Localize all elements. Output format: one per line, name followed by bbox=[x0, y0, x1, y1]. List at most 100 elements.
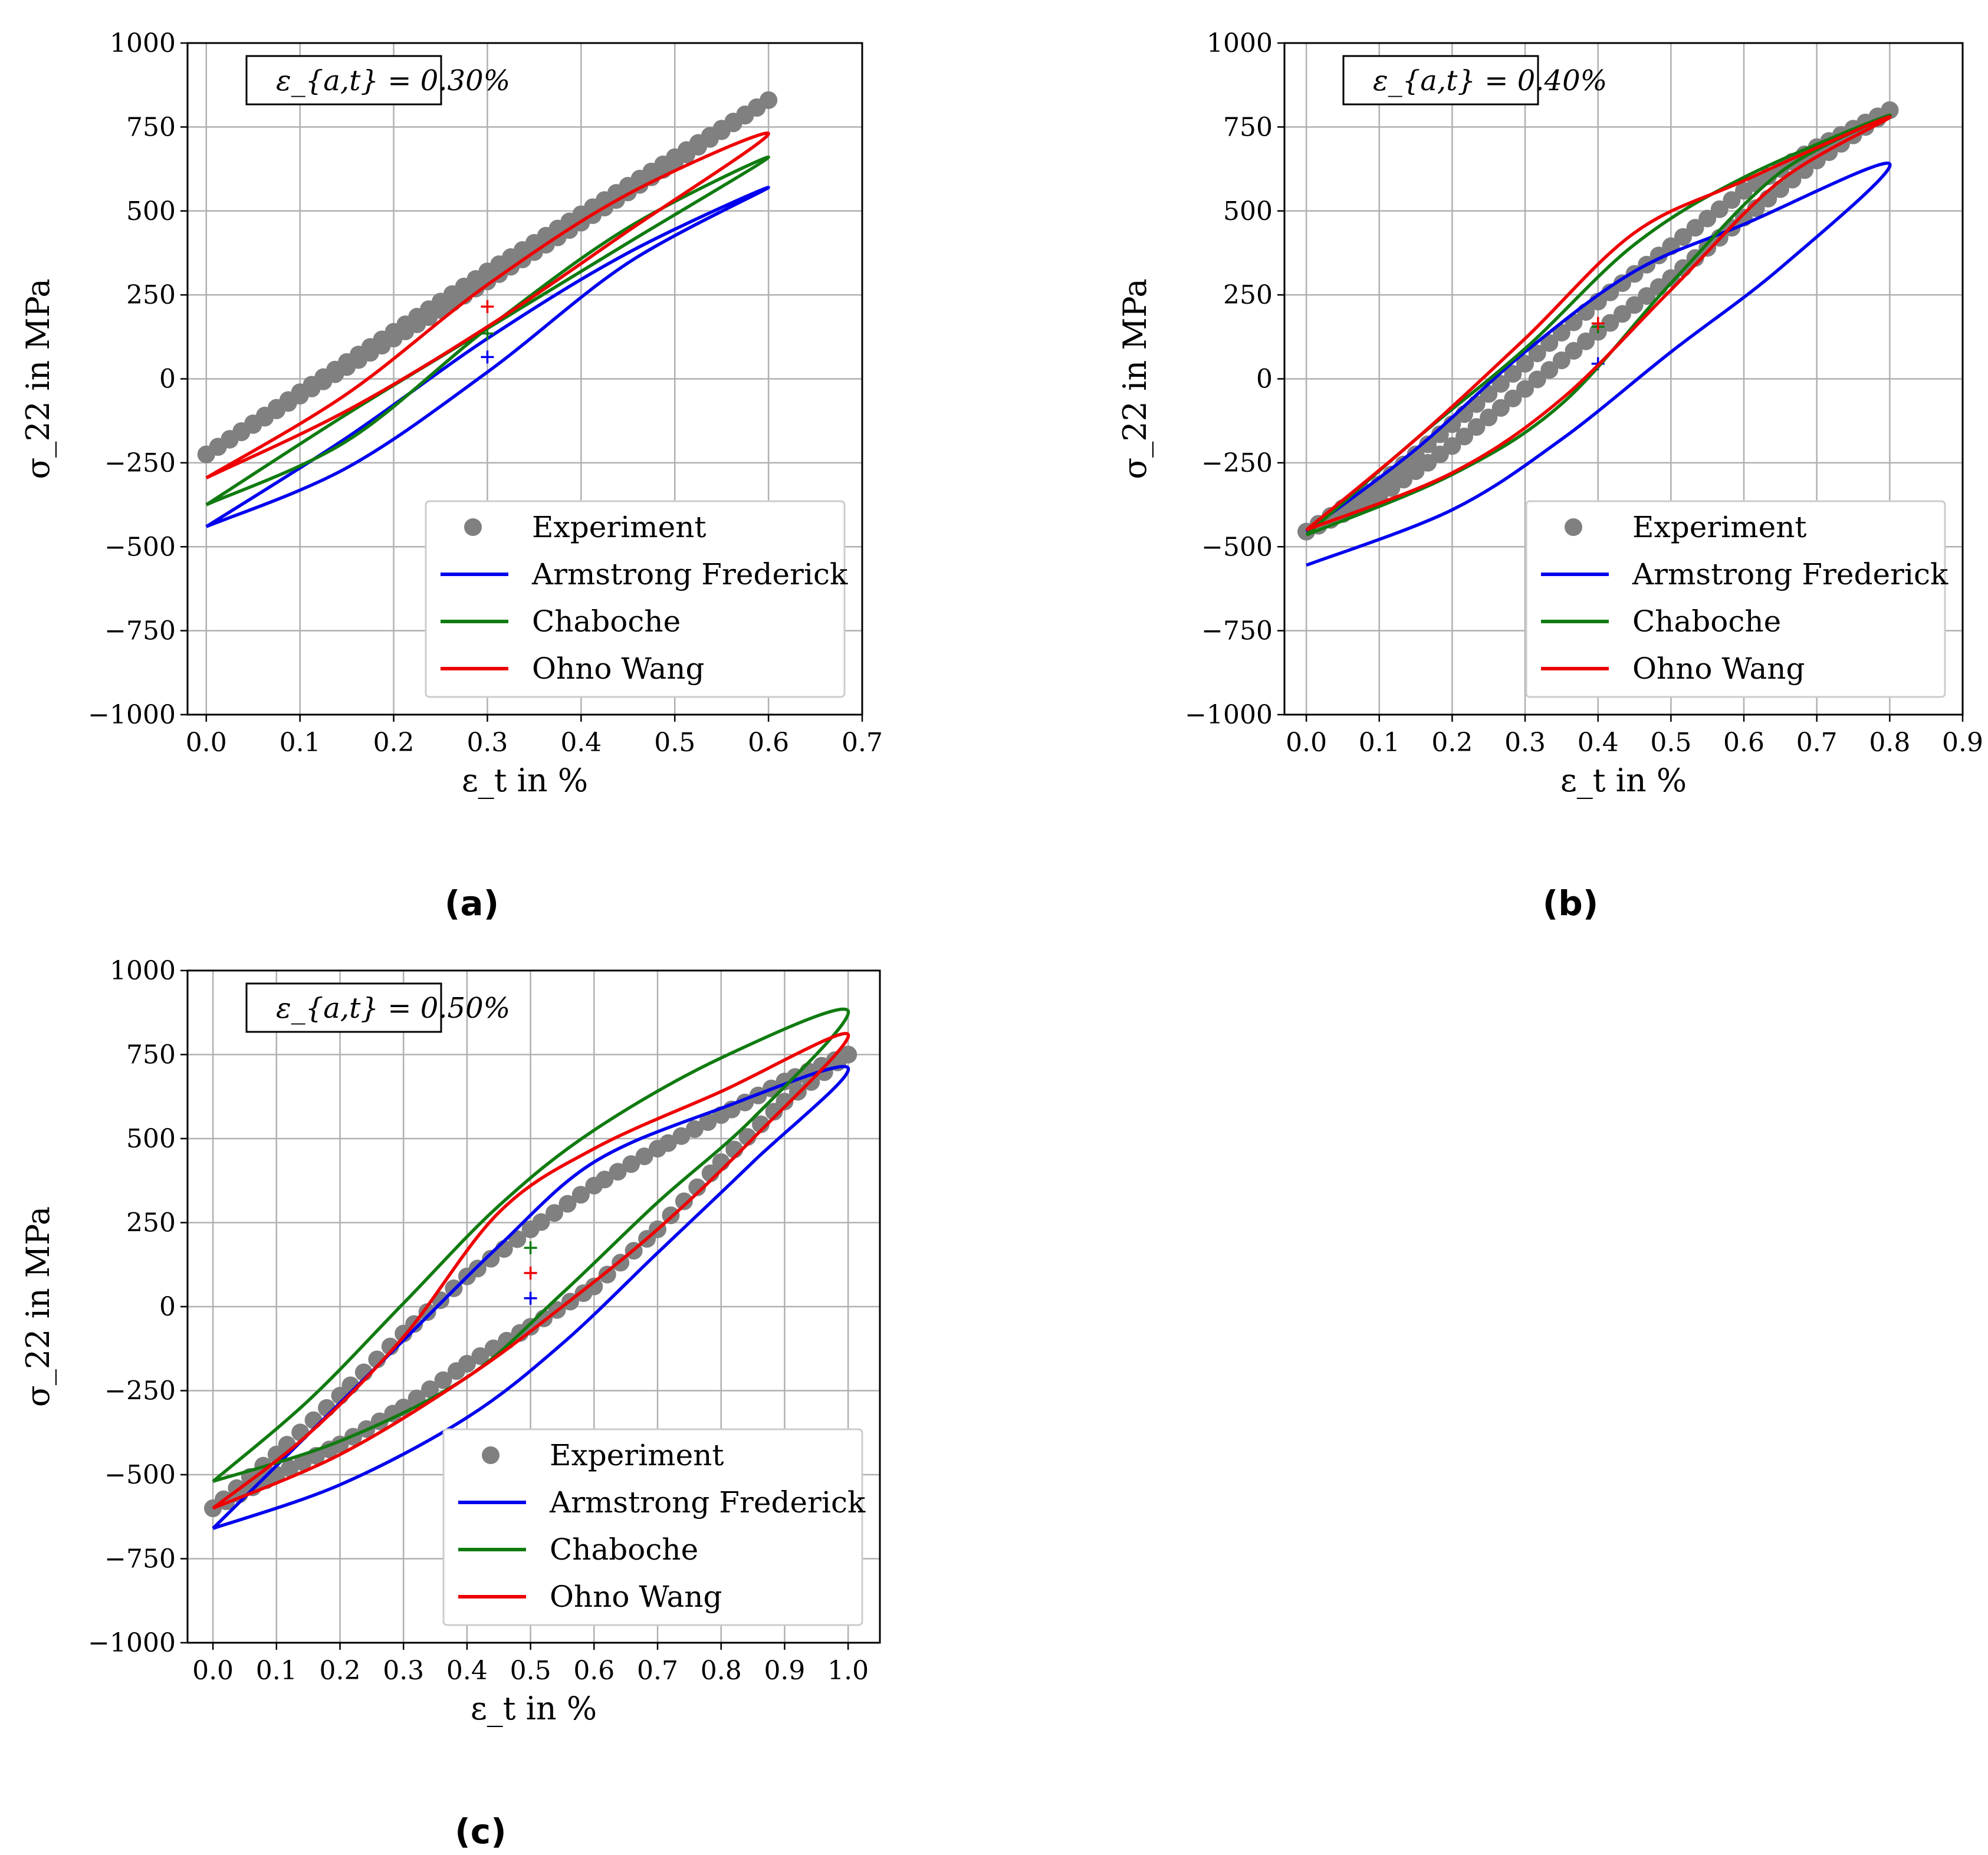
experiment-loading-point bbox=[421, 1380, 439, 1399]
experiment-unloading-point bbox=[1491, 375, 1510, 393]
panel-c-annotation: ε_{a,t} = 0.50% bbox=[245, 982, 510, 1033]
experiment-loading-point bbox=[458, 1354, 476, 1373]
experiment-unloading-point bbox=[649, 1140, 667, 1158]
experiment-unloading-point bbox=[1516, 354, 1534, 373]
panel-b-caption: (b) bbox=[1543, 883, 1599, 923]
y-tick-label: 500 bbox=[126, 196, 176, 226]
experiment-unloading-point bbox=[672, 1127, 691, 1145]
legend-ohno-wang-label: Ohno Wang bbox=[550, 1580, 722, 1614]
panel-a-legend: Experiment Armstrong Frederick Chaboche … bbox=[425, 500, 848, 698]
panel-a: 0.0 0.1 0.2 0.3 0.4 0.5 0.6 0.7 −1000 −750 −500 −2… bbox=[19, 28, 883, 923]
experiment-loading-point bbox=[1504, 389, 1522, 407]
experiment-loading-point bbox=[471, 1347, 489, 1365]
experiment-unloading-point bbox=[635, 1147, 653, 1166]
x-tick-label: 0.7 bbox=[637, 1656, 678, 1686]
legend-chaboche-label: Chaboche bbox=[550, 1532, 698, 1567]
experiment-loading-point bbox=[1480, 408, 1498, 426]
y-tick-label: −250 bbox=[104, 448, 176, 478]
x-tick-label: 0.6 bbox=[1723, 728, 1764, 758]
series-ohno-wang-midpoint-marker bbox=[524, 1267, 537, 1280]
legend-armstrong-frederick-label: Armstrong Frederick bbox=[531, 557, 848, 591]
experiment-unloading-point bbox=[839, 1045, 857, 1064]
experiment-loading-point bbox=[1540, 361, 1559, 379]
series-ohno-wang-loop bbox=[212, 1032, 850, 1510]
x-tick-label: 0.4 bbox=[560, 728, 602, 758]
experiment-unloading-point bbox=[1686, 219, 1704, 237]
series-chaboche-loop bbox=[1305, 113, 1892, 537]
x-tick-label: 0.0 bbox=[1286, 728, 1327, 758]
series-chaboche-midpoint-marker bbox=[481, 327, 494, 340]
panel-c-x-axis-label: ε_t in % bbox=[471, 1690, 597, 1727]
experiment-loading-point bbox=[1467, 418, 1486, 436]
series-ohno-wang-midpoint-marker bbox=[481, 300, 494, 314]
y-tick-label: 500 bbox=[1223, 196, 1273, 226]
x-tick-label: 0.2 bbox=[373, 728, 415, 758]
series-armstrong-frederick-midpoint-marker bbox=[481, 350, 494, 364]
y-tick-label: −1000 bbox=[1185, 700, 1273, 730]
experiment-unloading-point bbox=[622, 1155, 640, 1173]
experiment-unloading-point bbox=[585, 1176, 603, 1195]
y-tick-label: −250 bbox=[104, 1376, 176, 1406]
series-ohno-wang-midpoint-marker bbox=[1591, 317, 1605, 330]
experiment-loading-point bbox=[675, 1192, 693, 1211]
experiment-loading-point bbox=[1601, 314, 1619, 332]
x-tick-label: 0.1 bbox=[256, 1656, 297, 1686]
experiment-loading-point bbox=[688, 1178, 707, 1196]
y-tick-label: 1000 bbox=[1207, 28, 1273, 58]
panel-c-y-axis-label: σ_22 in MPa bbox=[19, 1206, 57, 1407]
x-tick-label: 0.3 bbox=[1504, 728, 1546, 758]
experiment-loading-point bbox=[1491, 399, 1510, 417]
experiment-unloading-point bbox=[482, 1249, 500, 1268]
y-tick-label: 0 bbox=[159, 364, 176, 394]
panel-b: 0.0 0.1 0.2 0.3 0.4 0.5 0.6 0.7 0.8 0.9 −1000 −750… bbox=[1116, 28, 1983, 923]
experiment-unloading-point bbox=[1710, 200, 1729, 218]
experiment-loading-point bbox=[1565, 342, 1583, 360]
experiment-unloading-point bbox=[609, 1163, 627, 1181]
experiment-loading-point bbox=[1747, 199, 1765, 218]
legend-ohno-wang-label: Ohno Wang bbox=[532, 652, 704, 686]
experiment-unloading-point bbox=[1504, 364, 1522, 383]
panel-a-annotation-text: ε_{a,t} = 0.30% bbox=[276, 64, 510, 97]
x-tick-label: 0.9 bbox=[764, 1656, 805, 1686]
legend-experiment-marker bbox=[1565, 518, 1582, 536]
experiment-loading-point bbox=[281, 1459, 299, 1478]
y-tick-label: −500 bbox=[104, 532, 176, 562]
y-tick-label: −1000 bbox=[88, 700, 176, 730]
y-tick-label: 1000 bbox=[110, 956, 176, 986]
series-chaboche-midpoint-marker bbox=[524, 1241, 537, 1255]
series-armstrong-frederick-midpoint-marker bbox=[524, 1291, 537, 1305]
experiment-loading-point bbox=[521, 1318, 540, 1336]
x-tick-label: 0.6 bbox=[748, 728, 789, 758]
y-tick-label: 250 bbox=[126, 280, 176, 310]
experiment-unloading-point bbox=[1407, 445, 1425, 463]
experiment-loading-point bbox=[1698, 239, 1717, 257]
experiment-loading-point bbox=[1443, 437, 1461, 455]
experiment-loading-point bbox=[434, 1371, 452, 1389]
y-tick-label: −750 bbox=[104, 1544, 176, 1574]
legend-ohno-wang-label: Ohno Wang bbox=[1632, 652, 1805, 686]
panel-c-series bbox=[204, 1007, 857, 1530]
panel-b-legend: Experiment Armstrong Frederick Chaboche … bbox=[1525, 500, 1948, 698]
experiment-loading-point bbox=[1662, 269, 1680, 287]
x-tick-label: 0.4 bbox=[446, 1656, 488, 1686]
experiment-loading-point bbox=[752, 1115, 770, 1133]
experiment-unloading-point bbox=[418, 1303, 436, 1321]
legend-experiment-label: Experiment bbox=[1632, 510, 1806, 544]
experiment-unloading-point bbox=[1552, 324, 1570, 342]
series-ohno-wang-loop bbox=[1305, 115, 1892, 532]
panel-a-series bbox=[197, 91, 778, 528]
y-tick-label: −1000 bbox=[88, 1628, 176, 1658]
y-tick-label: −250 bbox=[1201, 448, 1273, 478]
experiment-unloading-point bbox=[826, 1051, 844, 1069]
experiment-unloading-point bbox=[1431, 425, 1449, 443]
experiment-unloading-point bbox=[1735, 182, 1753, 200]
experiment-unloading-point bbox=[1723, 191, 1741, 209]
panel-a-y-ticks: −1000 −750 −500 −250 0 250 500 750 1000 bbox=[88, 28, 188, 730]
experiment-loading-point bbox=[1577, 332, 1595, 350]
x-tick-label: 0.5 bbox=[654, 728, 695, 758]
experiment-loading-point bbox=[1552, 351, 1570, 370]
legend-experiment-label: Experiment bbox=[532, 510, 706, 544]
panel-b-x-axis-label: ε_t in % bbox=[1560, 762, 1687, 799]
panel-b-x-ticks: 0.0 0.1 0.2 0.3 0.4 0.5 0.6 0.7 0.8 0.9 bbox=[1286, 715, 1983, 758]
x-tick-label: 0.7 bbox=[842, 728, 883, 758]
